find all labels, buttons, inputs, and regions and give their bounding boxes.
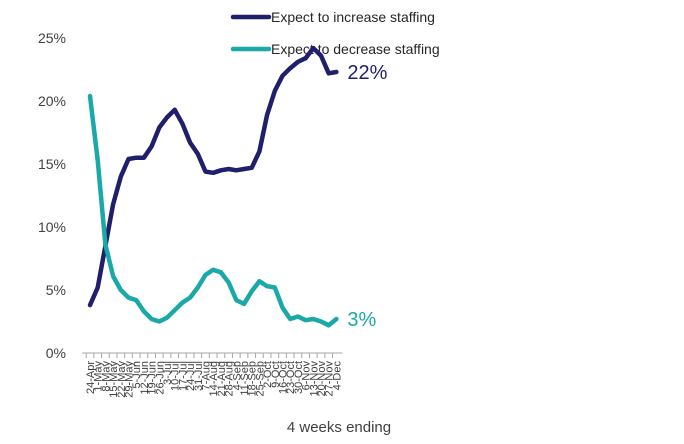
x-tick-label: 15-May [108,361,120,398]
x-tick-label: 29-May [124,361,136,398]
x-axis-title: 4 weeks ending [287,419,391,436]
x-tick-label: 18-Sep [247,361,259,396]
x-tick-label: 2-Oct [262,361,274,388]
x-tick-label: 13-Nov [308,361,320,397]
x-axis: 24-Apr1-May8-May15-May22-May29-May5-Jun1… [82,352,343,398]
legend: Expect to increase staffing Expect to dec… [230,9,440,57]
x-tick-label: 14-Aug [208,361,220,396]
x-tick-label: 4-Sep [231,361,243,390]
y-axis: 0% 5% 10% 15% 20% 25% [38,30,66,361]
series-line-decrease [87,93,339,328]
x-tick-label: 31-Jul [193,361,205,391]
legend-label: Expect to decrease staffing [271,41,440,57]
end-value-label: 22% [347,62,387,84]
x-tick-label: 17-Jul [177,361,189,391]
x-tick-label: 9-Oct [270,361,282,388]
y-tick-label: 15% [38,156,66,172]
end-value-label: 3% [347,309,376,331]
x-tick-label: 25-Sep [254,361,266,396]
x-tick-label: 24-Jul [185,361,197,391]
x-tick-label: 24-Apr [85,361,97,394]
x-tick-label: 26-Jun [154,361,166,395]
x-tick-label: 4-Dec [331,361,343,391]
x-tick-label: 3-Jul [162,361,174,385]
x-tick-label: 5-Jun [131,361,143,389]
x-tick-label: 21-Aug [216,361,228,396]
series-line-increase [87,45,339,308]
y-tick-label: 0% [46,345,66,361]
x-tick-label: 27-Nov [324,361,336,397]
x-tick-label: 22-May [116,361,128,398]
end-labels: 22% 3% [347,62,387,331]
x-tick-label: 10-Jul [170,361,182,391]
x-tick-label: 30-Oct [293,361,305,394]
y-tick-label: 10% [38,219,66,235]
x-tick-label: 7-Aug [201,361,213,390]
x-tick-label: 28-Aug [224,361,236,396]
y-tick-label: 20% [38,93,66,109]
y-tick-label: 25% [38,30,66,46]
legend-label: Expect to increase staffing [271,9,435,25]
x-tick-label: 1-May [93,361,105,392]
plot-area [87,45,339,328]
x-tick-label: 12-Jun [139,361,151,395]
x-tick-label: 23-Oct [285,361,297,394]
x-tick-label: 8-May [100,361,112,392]
x-tick-label: 19-Jun [147,361,159,395]
x-tick-label: 6-Nov [301,361,313,391]
x-tick-label: 16-Oct [278,361,290,394]
x-tick-label: 11-Sep [239,361,251,396]
x-tick-label: 20-Nov [316,361,328,397]
y-tick-label: 5% [46,282,66,298]
